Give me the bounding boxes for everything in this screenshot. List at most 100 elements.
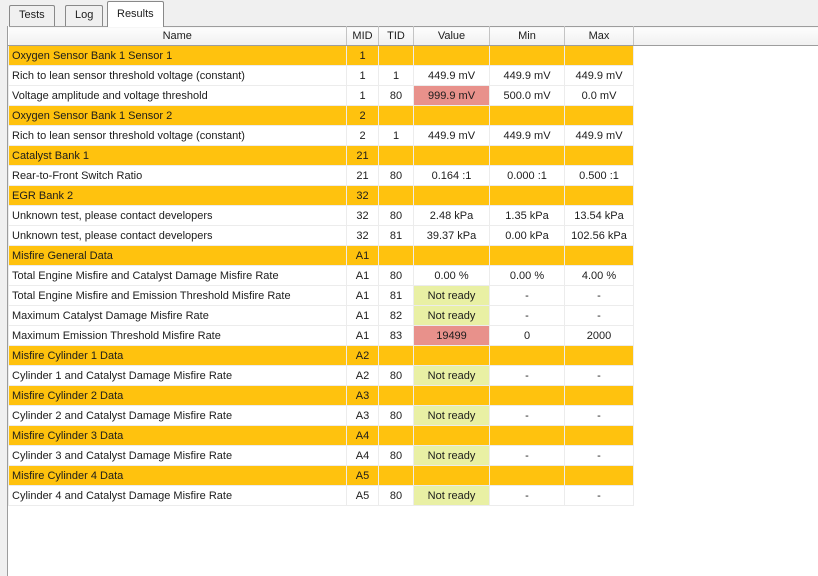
- cell-mid: A1: [346, 305, 379, 326]
- table-row[interactable]: Voltage amplitude and voltage threshold …: [8, 85, 818, 106]
- group-row[interactable]: Misfire Cylinder 4 Data A5: [8, 465, 818, 486]
- group-row[interactable]: Misfire Cylinder 1 Data A2: [8, 345, 818, 366]
- cell-value: Not ready: [413, 365, 490, 386]
- cell-max: [564, 245, 634, 266]
- table-row[interactable]: Cylinder 1 and Catalyst Damage Misfire R…: [8, 365, 818, 386]
- cell-value: 999.9 mV: [413, 85, 490, 106]
- cell-tid: [378, 345, 414, 366]
- cell-mid: 32: [346, 225, 379, 246]
- results-pane: Name MID TID Value Min Max Oxygen Sensor…: [7, 26, 818, 576]
- cell-min: -: [489, 365, 565, 386]
- cell-max: [564, 45, 634, 66]
- table-row[interactable]: Cylinder 2 and Catalyst Damage Misfire R…: [8, 405, 818, 426]
- cell-mid: A4: [346, 445, 379, 466]
- cell-tid: 81: [378, 225, 414, 246]
- cell-value: [413, 345, 490, 366]
- tab-tests[interactable]: Tests: [9, 5, 55, 26]
- cell-max: 0.0 mV: [564, 85, 634, 106]
- table-row[interactable]: Maximum Catalyst Damage Misfire Rate A1 …: [8, 305, 818, 326]
- table-row[interactable]: Unknown test, please contact developers …: [8, 205, 818, 226]
- cell-name: Total Engine Misfire and Emission Thresh…: [8, 285, 347, 306]
- column-header-mid[interactable]: MID: [346, 26, 379, 46]
- group-row[interactable]: Oxygen Sensor Bank 1 Sensor 1 1: [8, 45, 818, 66]
- cell-value: 449.9 mV: [413, 65, 490, 86]
- cell-min: 449.9 mV: [489, 65, 565, 86]
- cell-tid: 1: [378, 65, 414, 86]
- cell-min: -: [489, 305, 565, 326]
- cell-name: Cylinder 4 and Catalyst Damage Misfire R…: [8, 485, 347, 506]
- cell-min: -: [489, 285, 565, 306]
- cell-filler: [633, 405, 818, 426]
- cell-mid: 1: [346, 85, 379, 106]
- cell-filler: [633, 185, 818, 206]
- table-row[interactable]: Maximum Emission Threshold Misfire Rate …: [8, 325, 818, 346]
- group-row[interactable]: Catalyst Bank 1 21: [8, 145, 818, 166]
- cell-mid: A1: [346, 265, 379, 286]
- cell-max: [564, 385, 634, 406]
- column-header-value[interactable]: Value: [413, 26, 490, 46]
- cell-max: 4.00 %: [564, 265, 634, 286]
- group-row[interactable]: Misfire Cylinder 2 Data A3: [8, 385, 818, 406]
- cell-name: Rear-to-Front Switch Ratio: [8, 165, 347, 186]
- cell-name: Misfire Cylinder 3 Data: [8, 425, 347, 446]
- column-header-min[interactable]: Min: [489, 26, 565, 46]
- cell-tid: [378, 465, 414, 486]
- cell-mid: 21: [346, 145, 379, 166]
- table-row[interactable]: Rear-to-Front Switch Ratio 21 80 0.164 :…: [8, 165, 818, 186]
- cell-filler: [633, 125, 818, 146]
- cell-mid: 21: [346, 165, 379, 186]
- cell-filler: [633, 485, 818, 506]
- cell-value: 19499: [413, 325, 490, 346]
- table-row[interactable]: Rich to lean sensor threshold voltage (c…: [8, 125, 818, 146]
- tab-bar: Tests Log Results: [0, 0, 818, 27]
- cell-max: 0.500 :1: [564, 165, 634, 186]
- table-row[interactable]: Total Engine Misfire and Emission Thresh…: [8, 285, 818, 306]
- cell-min: [489, 145, 565, 166]
- cell-min: [489, 45, 565, 66]
- cell-max: 2000: [564, 325, 634, 346]
- column-header-max[interactable]: Max: [564, 26, 634, 46]
- cell-mid: A1: [346, 245, 379, 266]
- cell-filler: [633, 65, 818, 86]
- cell-min: 0: [489, 325, 565, 346]
- cell-min: 449.9 mV: [489, 125, 565, 146]
- cell-filler: [633, 265, 818, 286]
- column-header-name[interactable]: Name: [8, 26, 347, 46]
- table-row[interactable]: Total Engine Misfire and Catalyst Damage…: [8, 265, 818, 286]
- cell-mid: A3: [346, 385, 379, 406]
- tab-results[interactable]: Results: [107, 1, 164, 27]
- cell-filler: [633, 445, 818, 466]
- cell-name: Misfire General Data: [8, 245, 347, 266]
- cell-filler: [633, 285, 818, 306]
- cell-name: Oxygen Sensor Bank 1 Sensor 2: [8, 105, 347, 126]
- cell-mid: A2: [346, 365, 379, 386]
- cell-max: [564, 465, 634, 486]
- header-row: Name MID TID Value Min Max: [8, 26, 818, 46]
- cell-mid: A4: [346, 425, 379, 446]
- group-row[interactable]: Misfire General Data A1: [8, 245, 818, 266]
- table-row[interactable]: Cylinder 4 and Catalyst Damage Misfire R…: [8, 485, 818, 506]
- column-header-tid[interactable]: TID: [378, 26, 414, 46]
- cell-name: Maximum Catalyst Damage Misfire Rate: [8, 305, 347, 326]
- table-row[interactable]: Rich to lean sensor threshold voltage (c…: [8, 65, 818, 86]
- cell-tid: 80: [378, 405, 414, 426]
- cell-name: Cylinder 3 and Catalyst Damage Misfire R…: [8, 445, 347, 466]
- table-row[interactable]: Cylinder 3 and Catalyst Damage Misfire R…: [8, 445, 818, 466]
- cell-tid: 80: [378, 85, 414, 106]
- group-row[interactable]: EGR Bank 2 32: [8, 185, 818, 206]
- cell-value: Not ready: [413, 485, 490, 506]
- tab-log[interactable]: Log: [65, 5, 104, 26]
- cell-mid: 1: [346, 45, 379, 66]
- cell-min: -: [489, 405, 565, 426]
- cell-filler: [633, 365, 818, 386]
- cell-mid: 32: [346, 205, 379, 226]
- table-row[interactable]: Unknown test, please contact developers …: [8, 225, 818, 246]
- group-row[interactable]: Misfire Cylinder 3 Data A4: [8, 425, 818, 446]
- group-row[interactable]: Oxygen Sensor Bank 1 Sensor 2 2: [8, 105, 818, 126]
- cell-name: Misfire Cylinder 2 Data: [8, 385, 347, 406]
- cell-filler: [633, 45, 818, 66]
- cell-value: [413, 145, 490, 166]
- cell-min: [489, 465, 565, 486]
- cell-value: [413, 105, 490, 126]
- cell-tid: 1: [378, 125, 414, 146]
